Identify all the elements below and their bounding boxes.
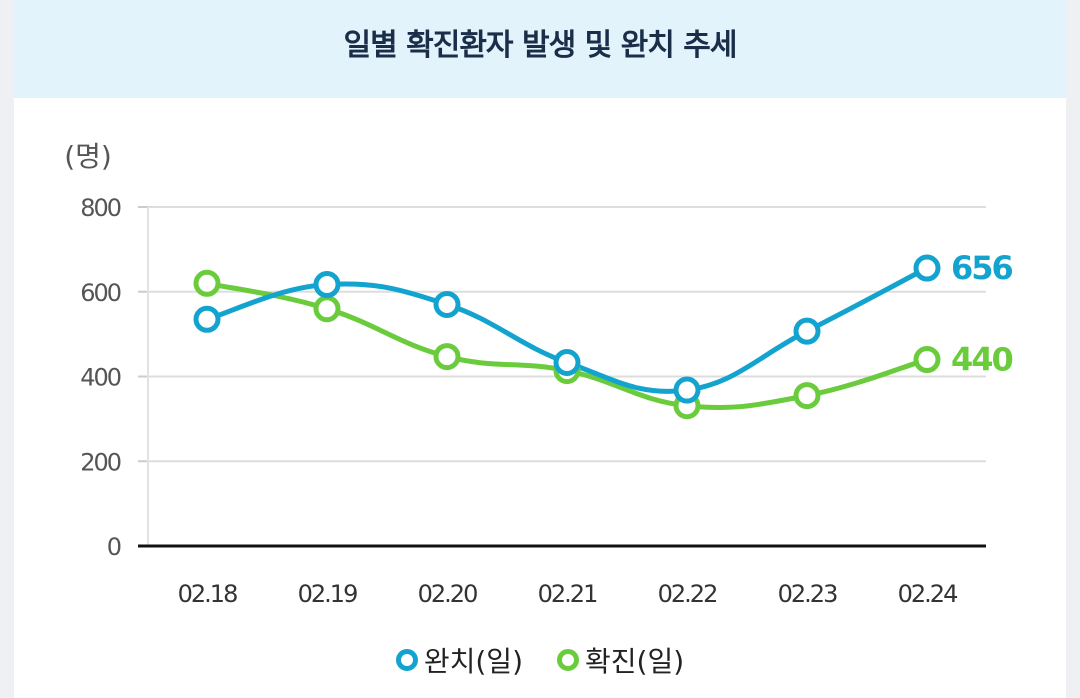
end-label-confirmed: 440 — [951, 341, 1013, 379]
point-recovered-02.19 — [313, 271, 341, 299]
point-confirmed-02.20 — [433, 343, 461, 371]
point-recovered-02.24 — [913, 254, 941, 282]
legend-item-confirmed: 확진(일) — [557, 640, 684, 680]
chart-header: 일별 확진환자 발생 및 완치 추세 — [14, 0, 1066, 98]
chart-card: 일별 확진환자 발생 및 완치 추세 — [14, 0, 1066, 698]
x-tick-label-02.23: 02.23 — [778, 580, 837, 608]
chart-title: 일별 확진환자 발생 및 완치 추세 — [343, 28, 737, 63]
y-tick-label-600: 600 — [80, 279, 121, 307]
y-tick-label-0: 0 — [107, 533, 121, 561]
x-tick-label-02.21: 02.21 — [538, 580, 597, 608]
chart-legend: 완치(일) 확진(일) — [0, 640, 1080, 680]
y-tick-label-400: 400 — [80, 364, 121, 392]
legend-label-confirmed: 확진(일) — [585, 645, 685, 678]
legend-marker-confirmed — [557, 649, 579, 671]
point-recovered-02.22 — [673, 376, 701, 404]
y-tick-label-200: 200 — [80, 448, 121, 476]
legend-item-recovered: 완치(일) — [395, 640, 523, 680]
x-tick-label-02.19: 02.19 — [298, 580, 357, 608]
point-recovered-02.23 — [793, 317, 821, 345]
legend-marker-recovered — [395, 649, 418, 671]
series-line-confirmed — [204, 280, 930, 411]
point-recovered-02.20 — [433, 290, 461, 318]
x-tick-label-02.24: 02.24 — [898, 580, 957, 608]
point-confirmed-02.23 — [793, 382, 821, 410]
x-tick-label-02.20: 02.20 — [418, 580, 477, 608]
end-label-recovered: 656 — [951, 249, 1013, 287]
point-confirmed-02.19 — [313, 295, 341, 323]
point-confirmed-02.24 — [913, 346, 941, 374]
x-tick-label-02.18: 02.18 — [178, 580, 237, 608]
x-tick-label-02.22: 02.22 — [658, 580, 717, 608]
legend-label-recovered: 완치(일) — [423, 645, 523, 678]
y-tick-label-800: 800 — [80, 194, 121, 222]
y-axis-label: (명) — [64, 140, 112, 173]
point-recovered-02.18 — [193, 305, 221, 333]
point-recovered-02.21 — [553, 349, 581, 377]
point-confirmed-02.18 — [193, 269, 221, 297]
